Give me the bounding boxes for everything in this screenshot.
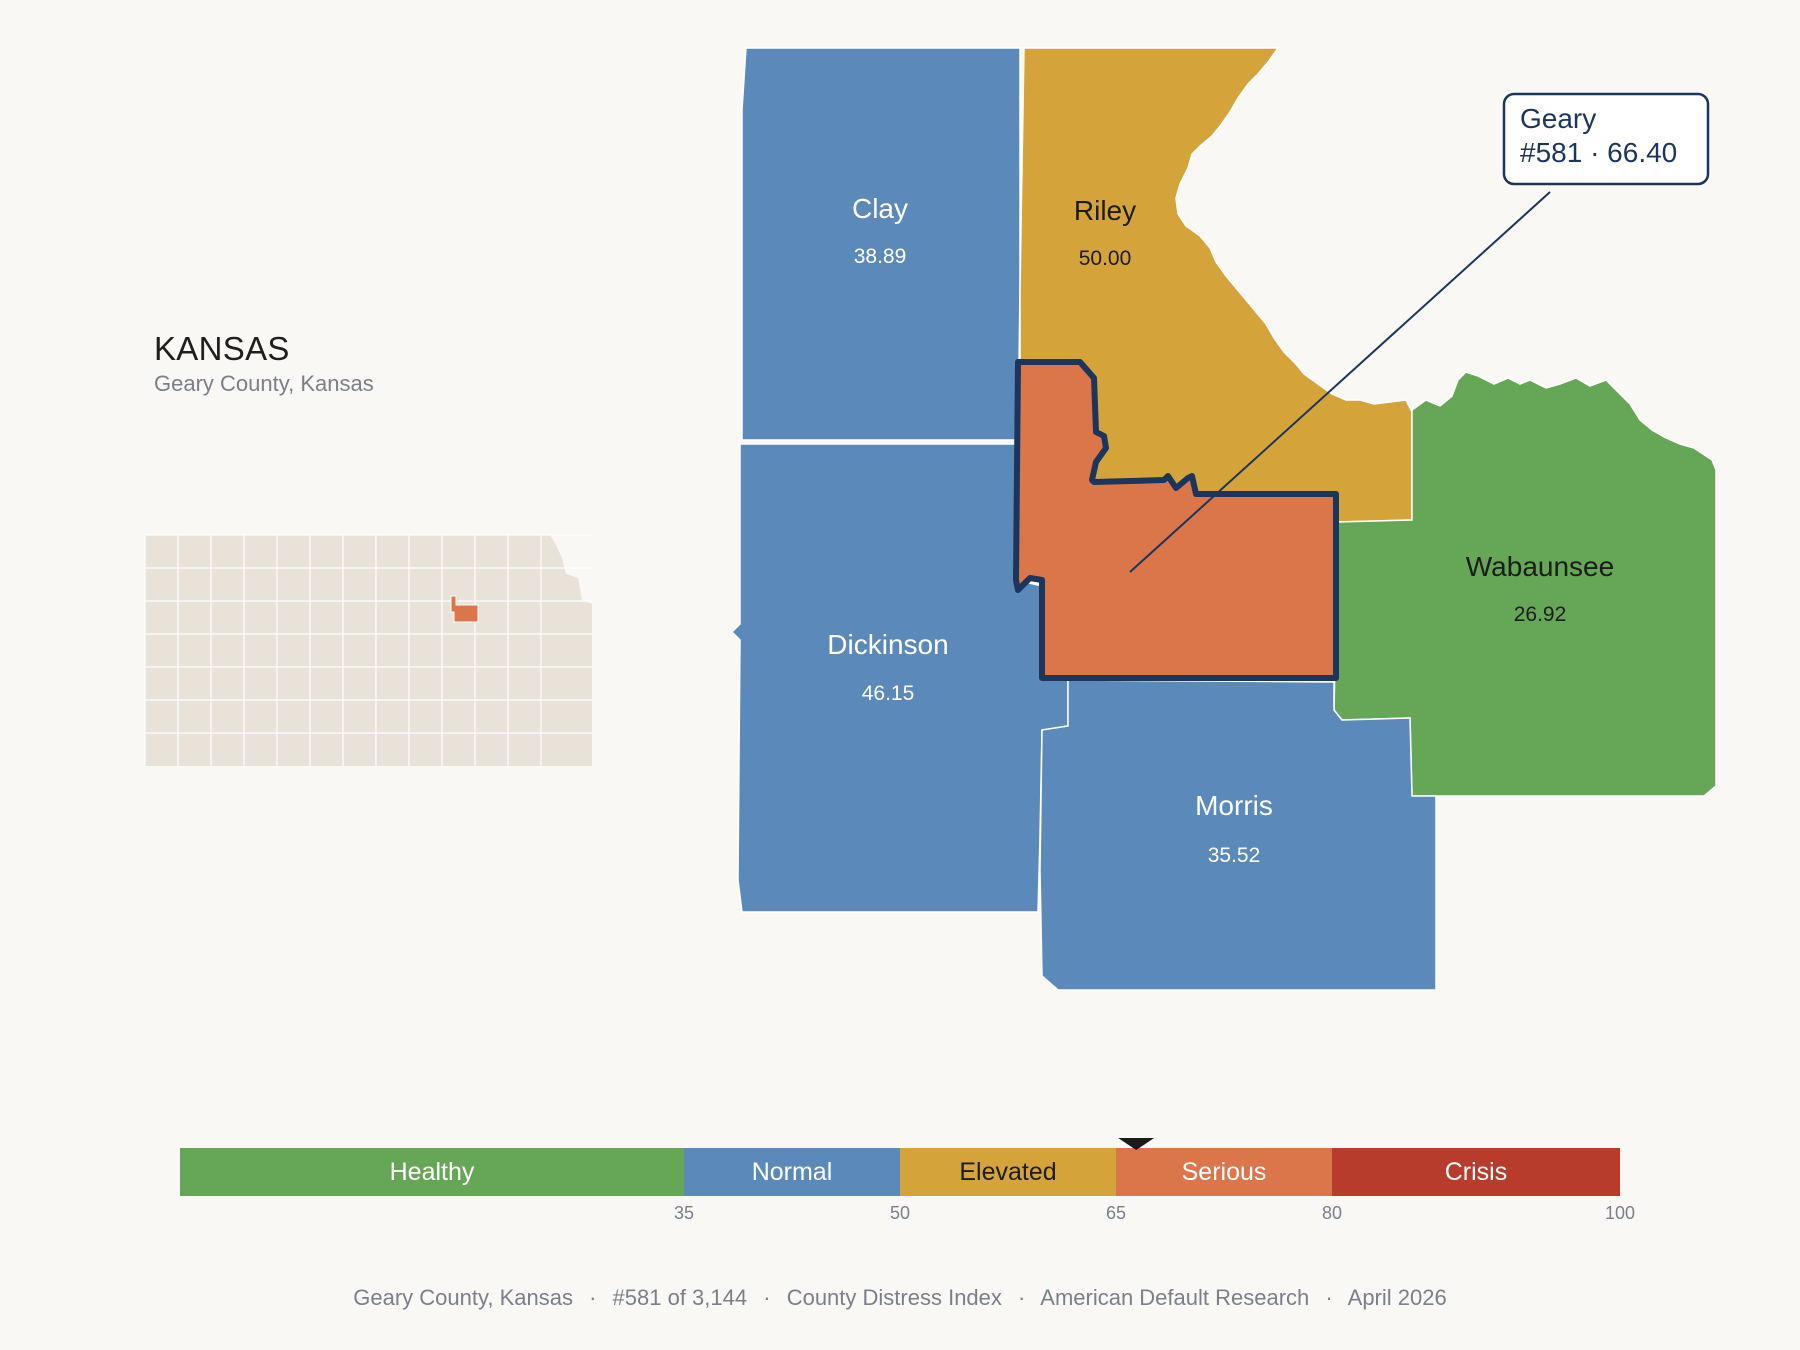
legend-label-healthy: Healthy	[390, 1158, 475, 1186]
legend-tick-label: 80	[1322, 1203, 1342, 1223]
legend-band-serious	[1116, 1148, 1332, 1196]
legend-marker-arrow	[1118, 1138, 1155, 1150]
county-clay[interactable]	[741, 47, 1021, 441]
footer-separator: ·	[1018, 1285, 1026, 1310]
legend-label-elevated: Elevated	[959, 1158, 1056, 1186]
callout-box	[1502, 92, 1710, 186]
county-value-riley: 50.00	[1079, 247, 1132, 270]
locator-highlight-geary[interactable]	[450, 595, 479, 623]
legend-tick-label: 100	[1605, 1203, 1635, 1223]
county-value-wabaunsee: 26.92	[1514, 603, 1567, 626]
state-title: KANSAS	[154, 330, 290, 367]
footer-source: American Default Research	[1040, 1285, 1310, 1310]
legend-band-healthy	[180, 1148, 684, 1196]
legend-label-crisis: Crisis	[1445, 1158, 1508, 1186]
kansas-state-shape	[145, 535, 592, 766]
kansas-locator-map	[144, 534, 592, 766]
county-labels: Clay 38.89 Riley 50.00 Dickinson 46.15 Wabauns…	[827, 193, 1614, 867]
footer-separator: ·	[589, 1285, 597, 1310]
legend-tick-label: 50	[890, 1203, 910, 1223]
county-value-morris: 35.52	[1208, 844, 1261, 867]
callout-rank-score: #581 · 66.40	[1520, 137, 1677, 168]
county-label-wabaunsee: Wabaunsee	[1466, 551, 1614, 582]
county-value-clay: 38.89	[854, 245, 907, 268]
footer-county: Geary County, Kansas	[353, 1285, 573, 1310]
footer-separator: ·	[1325, 1285, 1333, 1310]
legend-band-crisis	[1332, 1148, 1620, 1196]
distress-legend: Healthy Normal Elevated Serious Crisis 35 50 65…	[180, 1138, 1635, 1223]
legend-label-serious: Serious	[1182, 1158, 1267, 1186]
county-label-morris: Morris	[1195, 790, 1273, 821]
county-label-clay: Clay	[852, 193, 908, 224]
legend-band-elevated	[900, 1148, 1116, 1196]
legend-band-normal	[684, 1148, 900, 1196]
county-geary-highlighted[interactable]	[1013, 359, 1339, 681]
callout-county-name: Geary	[1520, 103, 1596, 134]
legend-label-normal: Normal	[752, 1158, 833, 1186]
state-subtitle: Geary County, Kansas	[154, 371, 374, 396]
footer-caption: Geary County, Kansas · #581 of 3,144 · C…	[0, 1285, 1800, 1311]
county-label-riley: Riley	[1074, 195, 1136, 226]
geary-callout: Geary #581 · 66.40	[1129, 92, 1710, 573]
footer-separator: ·	[763, 1285, 771, 1310]
neighbor-counties	[730, 47, 1717, 991]
county-morris[interactable]	[1039, 679, 1437, 991]
footer-date: April 2026	[1347, 1285, 1447, 1310]
legend-tick-label: 35	[674, 1203, 694, 1223]
callout-leader-line	[1129, 191, 1551, 573]
county-value-dickinson: 46.15	[862, 682, 915, 705]
county-label-dickinson: Dickinson	[827, 629, 948, 660]
legend-tick-label: 65	[1106, 1203, 1126, 1223]
footer-rank: #581 of 3,144	[612, 1285, 748, 1310]
locator-county-grid	[144, 534, 592, 766]
footer-index: County Distress Index	[786, 1285, 1002, 1310]
